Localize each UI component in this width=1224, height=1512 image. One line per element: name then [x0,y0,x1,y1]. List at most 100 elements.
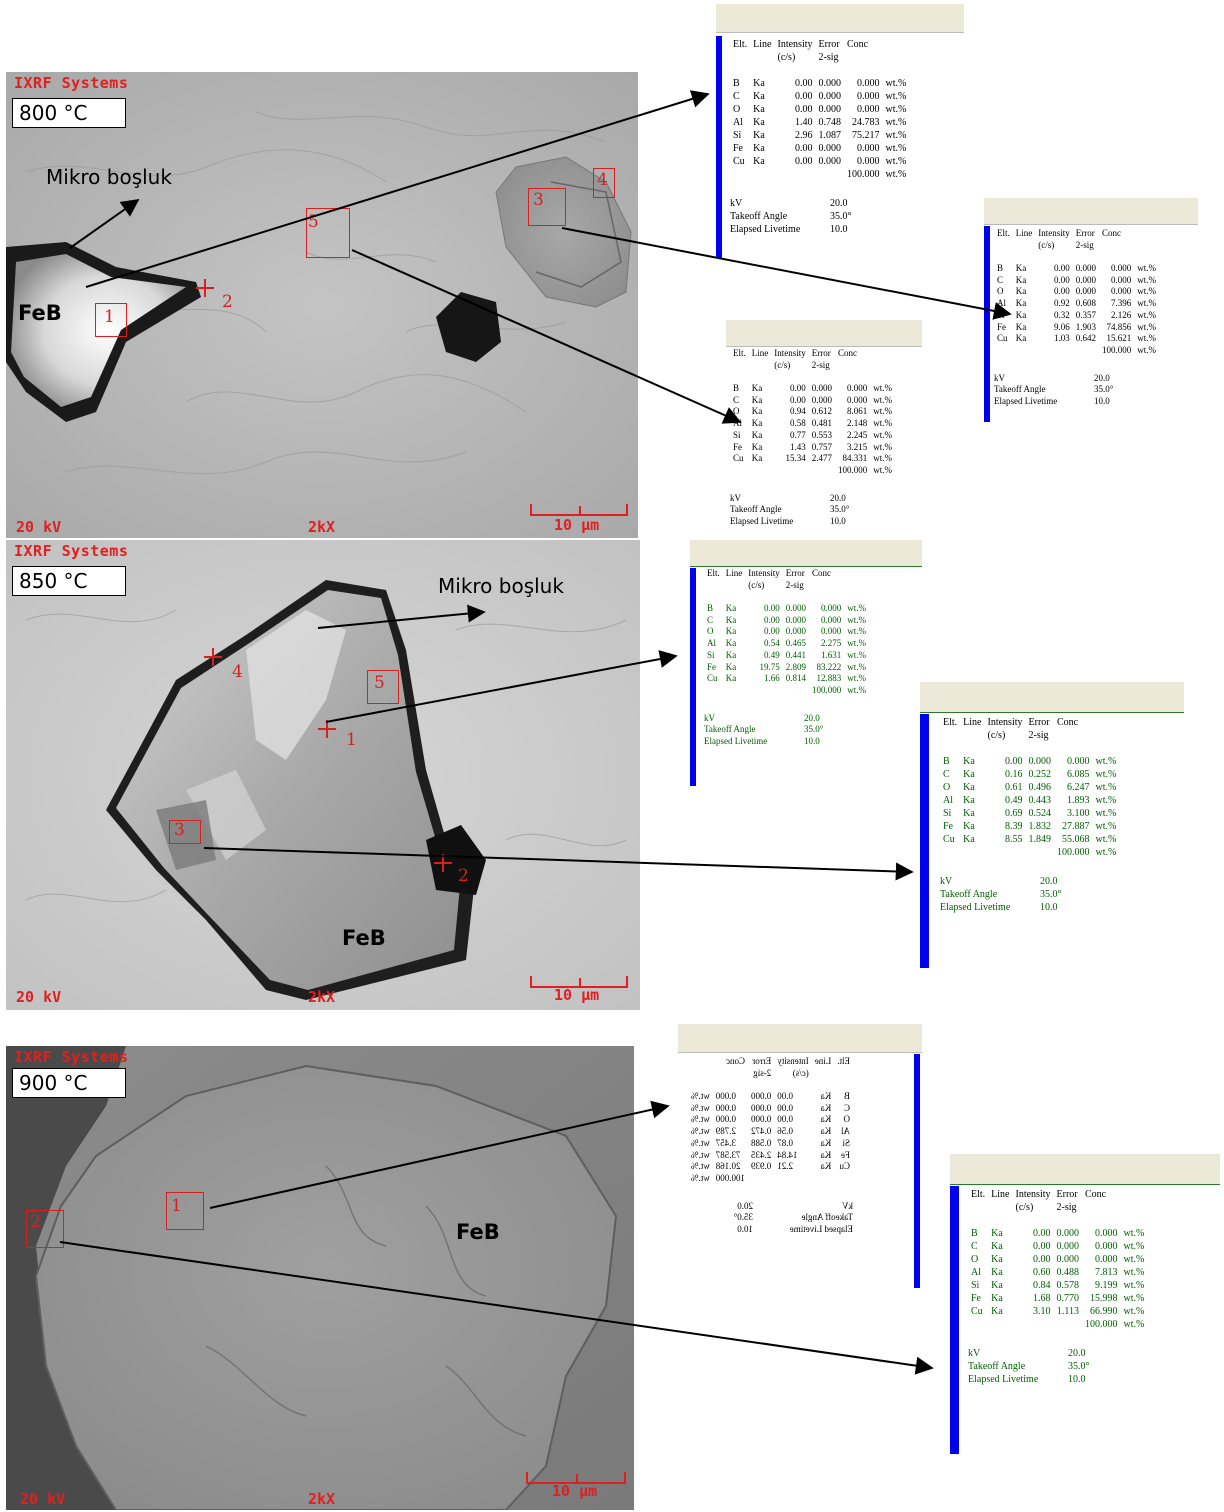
eds-cell: B [843,1091,850,1102]
eds-cell: 55.068 [1062,834,1090,845]
eds-column-subheader [1054,729,1093,742]
eds-cell: 83.222 [816,661,842,672]
eds-row: Si Ka 0.84 0.578 9.199 wt.% [968,1279,1147,1292]
eds-cell: Ka [753,78,765,89]
eds-cell: 8.55 [1005,834,1023,845]
eds-cell: 1.631 [821,649,842,660]
spot-number-4: 4 [232,662,243,682]
eds-cell: 0.000 [818,143,842,154]
eds-condition-value: 10.0 [1068,1374,1086,1385]
eds-column-header: Intensity [1015,1189,1051,1200]
eds-cell: B [733,383,740,394]
eds-cell: Fe [971,1293,981,1304]
spot-number-2: 2 [458,866,469,886]
eds-cell: 0.000 [811,394,832,405]
eds-column-header: Conc [838,348,857,358]
eds-cell: 2.789 [715,1126,736,1137]
eds-column-header: Line [1015,228,1033,238]
eds-column-header: Conc [1057,717,1079,728]
eds-condition-value: 35.0° [830,504,850,515]
eds-cell: Al [733,418,742,429]
eds-cell: 0.87 [777,1137,793,1148]
eds-cell: 0.000 [1028,756,1052,767]
eds-column-header: Elt. [971,1189,986,1200]
eds-cell: 0.00 [1033,1254,1051,1265]
eds-column-subheader: 2-sig [818,52,839,63]
eds-cell: 0.465 [785,638,806,649]
eds-column-header: Conc [726,1056,745,1066]
eds-column-subheader: 2-sig [785,579,804,590]
eds-condition-label: Takeoff Angle [801,1212,853,1223]
eds-cell: Ka [1015,274,1027,285]
eds-cell: Ka [963,821,975,832]
eds-cell: 15.34 [785,453,806,464]
eds-cell: 0.770 [1056,1293,1080,1304]
eds-column-header: Intensity [774,348,806,358]
eds-column-subheader: (c/s) [792,1067,809,1078]
eds-data-table: Elt. Line Intensity Error Conc (c/s) 2-sig B Ka… [704,568,869,697]
eds-condition-label: Elapsed Livetime [968,1374,1039,1385]
eds-cell: 9.06 [1054,321,1070,332]
eds-row: Cu Ka 2.21 0.939 20.168 wt.% [688,1161,853,1173]
eds-total: 100.000 [715,1172,745,1183]
eds-condition-value: 20.0 [804,712,820,723]
spot-number-1: 1 [104,307,115,327]
eds-unit: wt.% [1123,1254,1145,1265]
magnification-label: 2kX [308,518,336,536]
eds-cell: 0.000 [1095,1254,1118,1265]
eds-column-subheader: (c/s) [1015,1202,1034,1213]
eds-table-850-spot-3: Elt. Line Intensity Error Conc (c/s) 2-sig B Ka… [920,682,1184,968]
eds-cell: C [997,274,1004,285]
eds-cell: 2.126 [1111,309,1132,320]
eds-table-800-spot-5: Elt. Line Intensity Error Conc (c/s) 2-sig B Ka… [716,4,964,260]
eds-column-header: Line [963,717,982,728]
eds-row: B Ka 0.00 0.000 0.000 wt.% [994,263,1159,275]
eds-cell: 84.331 [842,453,868,464]
eds-cell: Si [842,1137,850,1148]
eds-column-subheader [1082,1201,1121,1214]
eds-unit: wt.% [885,156,907,167]
eds-cell: Al [841,1126,850,1137]
eds-row: Fe Ka 1.43 0.757 3.215 wt.% [730,442,895,454]
eds-conditions: kV 20.0 Takeoff Angle 35.0° Elapsed Livetime… [968,1347,1147,1386]
eds-cell: Fe [841,1149,850,1160]
eds-conditions: kV 20.0 Takeoff Angle 35.0° Elapsed Livetime… [688,1201,853,1236]
eds-column-subheader [940,729,960,742]
eds-row: Fe Ka 19.75 2.809 83.222 wt.% [704,662,869,674]
eds-cell: 0.00 [764,603,780,614]
eds-cell: Ka [753,156,765,167]
eds-column-header: Elt. [997,228,1010,238]
eds-table-900-spot-1: Elt. Line Intensity Error Conc (c/s) 2-sig B Ka… [678,1024,922,1290]
eds-column-header: Line [751,348,769,358]
eds-cell: Fe [943,821,953,832]
eds-condition-value: 20.0 [830,198,848,209]
eds-cell: 0.441 [785,649,806,660]
eds-column-subheader [713,1068,748,1080]
eds-cell: Si [997,309,1005,320]
eds-cell: 0.000 [1056,1228,1080,1239]
eds-cell: 0.000 [751,1102,772,1113]
eds-column-subheader [968,1201,988,1214]
eds-column-header: Error [785,568,805,578]
eds-column-subheader: (c/s) [777,52,796,63]
eds-unit: wt.% [1137,263,1156,274]
micro-void-label: Mikro boşluk [46,165,172,189]
eds-cell: 0.578 [1056,1280,1080,1291]
eds-cell: Ka [1015,333,1027,344]
eds-condition-label: kV [968,1348,981,1359]
eds-conditions: kV 20.0 Takeoff Angle 35.0° Elapsed Livetime… [730,197,909,236]
eds-cell: 74.856 [1106,321,1132,332]
eds-cell: Ka [820,1137,832,1148]
eds-cell: 0.000 [811,383,832,394]
eds-cell: Ka [751,394,763,405]
eds-unit: wt.% [1095,795,1117,806]
eds-cell: Ka [820,1126,832,1137]
eds-unit: wt.% [847,626,866,637]
eds-cell: 3.215 [847,441,868,452]
eds-cell: 8.39 [1005,821,1023,832]
eds-column-header: Line [814,1056,832,1066]
eds-row: Si Ka 0.87 0.588 3.457 wt.% [688,1138,853,1150]
eds-condition-value: 35.0° [1094,384,1114,395]
eds-condition-label: Takeoff Angle [994,384,1046,395]
eds-cell: 0.00 [1033,1228,1051,1239]
